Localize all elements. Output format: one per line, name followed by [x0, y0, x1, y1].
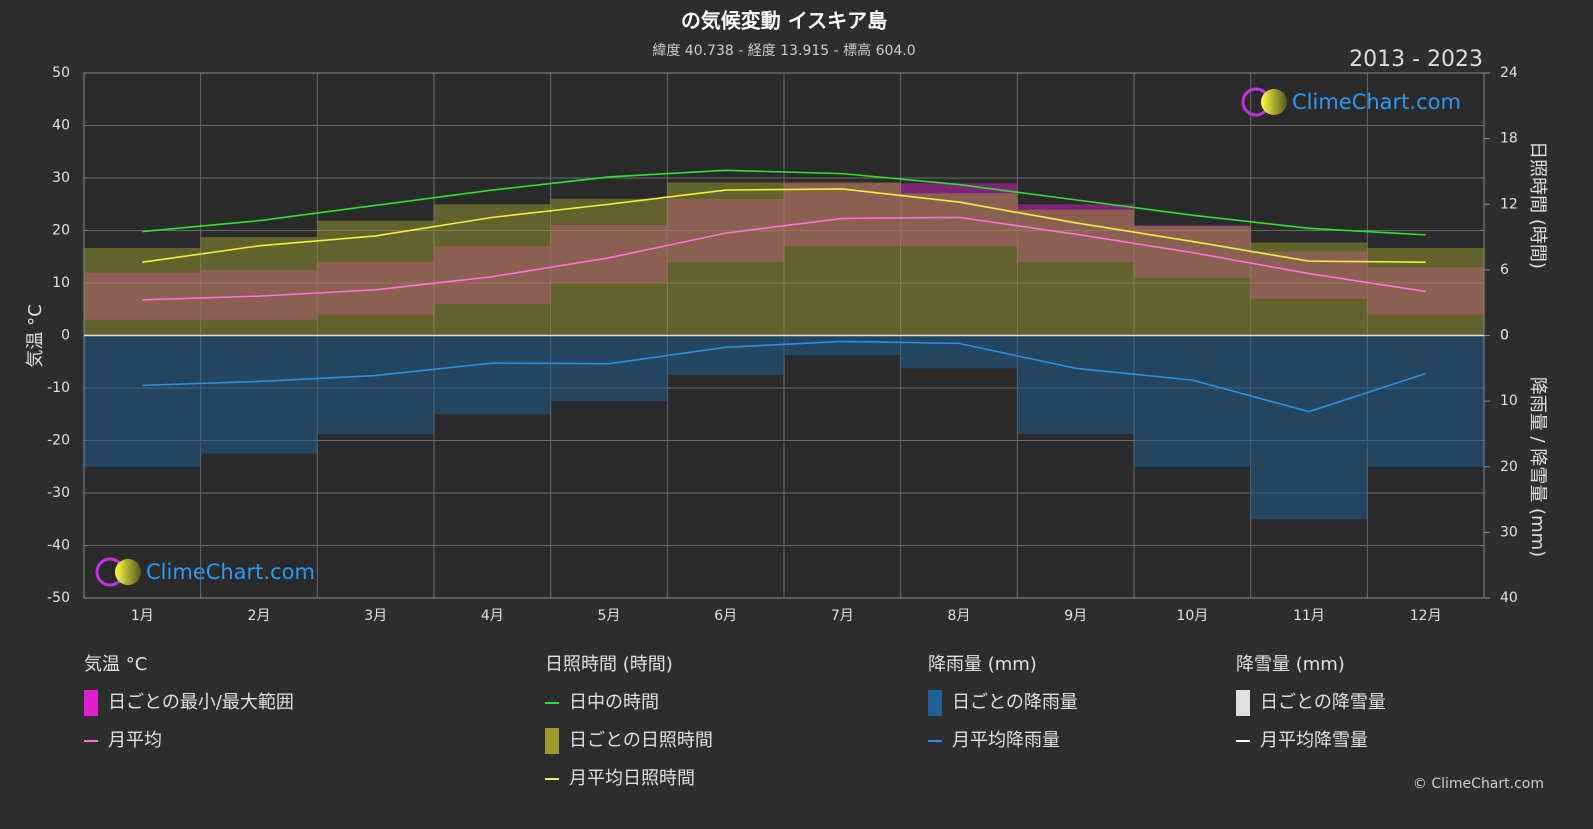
- bar: [84, 248, 201, 336]
- y2-tick-label: 18: [1500, 131, 1518, 147]
- x-tick-label: 6月: [714, 608, 737, 624]
- legend-label: 日中の時間: [569, 692, 659, 713]
- bar: [900, 193, 1018, 336]
- y-tick-label: -30: [47, 485, 70, 501]
- legend-swatch: [545, 728, 559, 754]
- y-tick-label: -10: [47, 380, 70, 396]
- bar: [317, 335, 434, 434]
- bar: [1250, 335, 1368, 520]
- y3-tick-label: 0: [1500, 328, 1509, 344]
- subtitle: 緯度 40.738 - 経度 13.915 - 標高 604.0: [652, 42, 915, 59]
- y-tick-label: 10: [52, 275, 70, 291]
- logo-text: ClimeChart.com: [1292, 90, 1461, 114]
- x-tick-label: 9月: [1064, 608, 1087, 624]
- legend-label: 月平均降雨量: [952, 730, 1060, 751]
- x-tick-label: 1月: [131, 608, 154, 624]
- y3-tick-label: 10: [1500, 393, 1518, 409]
- logo-top: ClimeChart.com: [1241, 87, 1461, 117]
- line: [142, 340, 1426, 413]
- logo-sun: [1261, 89, 1287, 115]
- bar: [317, 220, 434, 336]
- bar: [1134, 226, 1251, 336]
- lines: [142, 169, 1426, 413]
- bar: [667, 182, 784, 336]
- y-tick-label: -20: [47, 433, 70, 449]
- chart-title: の気候変動 イスキア島: [681, 9, 887, 33]
- y2-tick-label: 24: [1500, 65, 1518, 81]
- bar: [784, 182, 901, 336]
- bar: [784, 335, 901, 356]
- logo-sun: [115, 559, 141, 585]
- x-tick-label: 2月: [248, 608, 271, 624]
- legend-label: 月平均降雪量: [1260, 730, 1368, 751]
- bars: [84, 182, 1484, 520]
- y-tick-label: -40: [47, 538, 70, 554]
- legend-label: 月平均: [108, 730, 162, 751]
- legend-swatch: [84, 690, 98, 716]
- line: [142, 216, 1426, 301]
- period: 2013 - 2023: [1349, 47, 1483, 72]
- bar: [1017, 209, 1134, 336]
- y-tick-label: -50: [47, 590, 70, 606]
- legend-title: 降雨量 (mm): [928, 654, 1037, 675]
- bar: [550, 198, 668, 336]
- y-tick-label: 40: [52, 118, 70, 134]
- y3-axis-title: 降雨量 / 降雪量 (mm): [1527, 377, 1548, 557]
- y3-tick-label: 30: [1500, 524, 1518, 540]
- x-tick-label: 11月: [1293, 608, 1325, 624]
- y-axis-title: 気温 °C: [25, 304, 46, 367]
- legend-label: 日ごとの日照時間: [569, 730, 713, 751]
- y2-tick-label: 12: [1500, 196, 1518, 212]
- legend-swatch: [1236, 690, 1250, 716]
- line: [142, 169, 1426, 236]
- copyright: © ClimeChart.com: [1413, 776, 1544, 792]
- logo-bottom: ClimeChart.com: [95, 557, 315, 587]
- legend-title: 気温 °C: [84, 654, 147, 675]
- x-tick-label: 10月: [1176, 608, 1208, 624]
- bar: [1134, 335, 1251, 467]
- y-tick-label: 0: [61, 328, 70, 344]
- y3-tick-label: 20: [1500, 459, 1518, 475]
- legend-label: 日ごとの降雨量: [952, 692, 1078, 713]
- x-tick-label: 4月: [481, 608, 504, 624]
- y2-axis-title: 日照時間 (時間): [1527, 141, 1548, 269]
- legend-label: 月平均日照時間: [569, 768, 695, 789]
- y2-tick-label: 6: [1500, 262, 1509, 278]
- legend-label: 日ごとの最小/最大範囲: [108, 692, 294, 713]
- bar: [434, 335, 551, 415]
- legend-label: 日ごとの降雪量: [1260, 692, 1386, 713]
- bar: [667, 335, 784, 375]
- y-tick-label: 20: [52, 223, 70, 239]
- x-tick-label: 7月: [831, 608, 854, 624]
- bar: [1367, 335, 1484, 467]
- bar: [84, 335, 201, 467]
- x-tick-label: 5月: [598, 608, 621, 624]
- legend-title: 日照時間 (時間): [545, 654, 673, 675]
- legend-title: 降雪量 (mm): [1236, 654, 1345, 675]
- line: [142, 188, 1426, 264]
- bar: [550, 335, 668, 402]
- bar: [1250, 242, 1368, 336]
- logo-text: ClimeChart.com: [146, 560, 315, 584]
- y2-tick-label: 0: [1500, 328, 1509, 344]
- x-tick-label: 12月: [1410, 608, 1442, 624]
- y-tick-label: 30: [52, 170, 70, 186]
- bar: [200, 335, 318, 454]
- x-tick-label: 3月: [364, 608, 387, 624]
- x-tick-label: 8月: [948, 608, 971, 624]
- bar: [200, 237, 318, 336]
- bar: [1017, 335, 1134, 434]
- y3-tick-label: 40: [1500, 590, 1518, 606]
- y-tick-label: 50: [52, 65, 70, 81]
- legend-swatch: [928, 690, 942, 716]
